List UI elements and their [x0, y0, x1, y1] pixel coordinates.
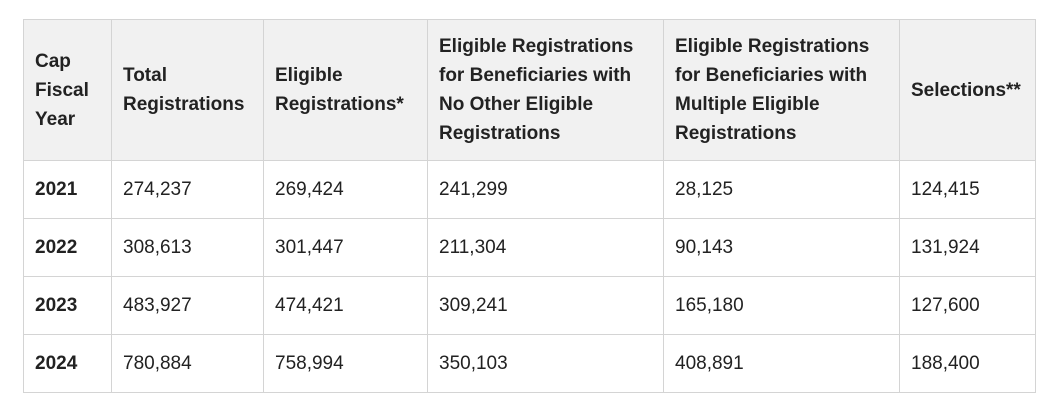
header-selections: Selections**: [899, 19, 1036, 161]
cell-eligible-multiple: 28,125: [663, 160, 900, 219]
header-total-registrations: Total Registrations: [111, 19, 264, 161]
cell-eligible-registrations: 269,424: [263, 160, 428, 219]
cell-total-registrations: 308,613: [111, 218, 264, 277]
header-eligible-multiple: Eligible Registrations for Beneficiaries…: [663, 19, 900, 161]
cell-eligible-no-other: 241,299: [427, 160, 664, 219]
cell-total-registrations: 274,237: [111, 160, 264, 219]
cell-eligible-registrations: 474,421: [263, 276, 428, 335]
table-row: 2021 274,237 269,424 241,299 28,125 124,…: [23, 160, 1036, 219]
cell-total-registrations: 483,927: [111, 276, 264, 335]
cell-year: 2024: [23, 334, 112, 393]
table-header-row: Cap Fiscal Year Total Registrations Elig…: [23, 19, 1036, 161]
cell-eligible-multiple: 90,143: [663, 218, 900, 277]
registrations-table: Cap Fiscal Year Total Registrations Elig…: [23, 19, 1036, 393]
table-row: 2023 483,927 474,421 309,241 165,180 127…: [23, 276, 1036, 335]
cell-eligible-multiple: 165,180: [663, 276, 900, 335]
registrations-table-container: Cap Fiscal Year Total Registrations Elig…: [23, 19, 1036, 393]
cell-eligible-registrations: 758,994: [263, 334, 428, 393]
table-row: 2024 780,884 758,994 350,103 408,891 188…: [23, 334, 1036, 393]
header-eligible-registrations: Eligible Registrations*: [263, 19, 428, 161]
cell-year: 2021: [23, 160, 112, 219]
cell-selections: 131,924: [899, 218, 1036, 277]
header-eligible-no-other: Eligible Registrations for Beneficiaries…: [427, 19, 664, 161]
cell-eligible-no-other: 350,103: [427, 334, 664, 393]
cell-year: 2022: [23, 218, 112, 277]
cell-eligible-no-other: 211,304: [427, 218, 664, 277]
cell-eligible-registrations: 301,447: [263, 218, 428, 277]
cell-eligible-multiple: 408,891: [663, 334, 900, 393]
cell-total-registrations: 780,884: [111, 334, 264, 393]
cell-selections: 124,415: [899, 160, 1036, 219]
cell-selections: 127,600: [899, 276, 1036, 335]
cell-eligible-no-other: 309,241: [427, 276, 664, 335]
header-cap-fiscal-year: Cap Fiscal Year: [23, 19, 112, 161]
cell-selections: 188,400: [899, 334, 1036, 393]
table-row: 2022 308,613 301,447 211,304 90,143 131,…: [23, 218, 1036, 277]
cell-year: 2023: [23, 276, 112, 335]
